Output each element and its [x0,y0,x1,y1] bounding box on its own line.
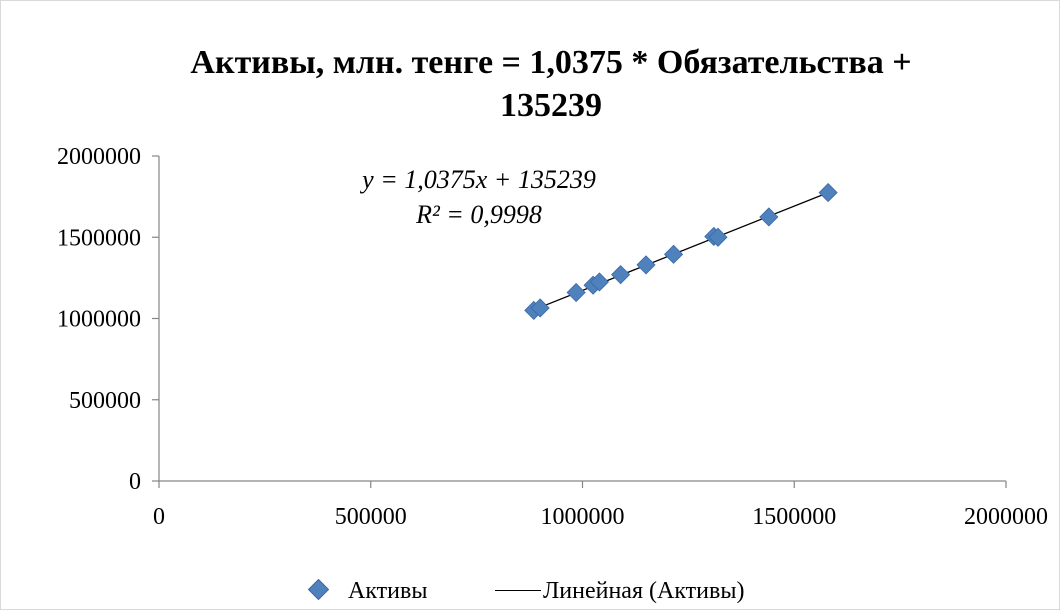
y-tick-label: 1000000 [57,307,141,333]
x-tick-label: 1000000 [541,504,625,530]
legend: Активы Линейная (Активы) [1,578,1060,616]
chart-title: Активы, млн. тенге = 1,0375 * Обязательс… [1,41,1060,127]
x-tick-label: 500000 [335,504,407,530]
trendline-equation-label: y = 1,0375x + 135239 [359,165,596,194]
diamond-marker-icon [307,578,330,601]
y-tick-label: 0 [129,469,141,495]
trendline-r2-label: R² = 0,9998 [415,200,542,229]
data-points [524,182,838,320]
y-tick-label: 500000 [69,388,141,414]
data-point [708,227,728,247]
x-tick-label: 2000000 [964,504,1048,530]
legend-item-series: Активы [307,576,428,606]
x-tick-label: 1500000 [752,504,836,530]
data-point [818,182,838,203]
chart-title-line-1: Активы, млн. тенге = 1,0375 * Обязательс… [190,44,912,81]
legend-item-trendline: Линейная (Активы) [495,576,744,606]
data-point [611,265,631,285]
chart-title-line-2: 135239 [500,87,602,124]
data-point [530,298,550,318]
y-tick-label: 1500000 [57,225,141,251]
axes: 0 500000 1000000 1500000 2000000 0 500000 10000… [57,144,1048,530]
data-point [566,282,586,303]
trendline-swatch-icon [495,589,541,592]
data-point [636,255,656,275]
x-tick-label: 0 [153,504,165,530]
data-point [663,244,684,264]
y-tick-label: 2000000 [57,144,141,170]
legend-label-series: Активы [348,578,428,604]
data-point [759,207,779,227]
trendline-equation: y = 1,0375x + 135239 R² = 0,9998 [359,165,596,229]
data-point [589,272,610,292]
legend-label-trendline: Линейная (Активы) [543,578,745,604]
